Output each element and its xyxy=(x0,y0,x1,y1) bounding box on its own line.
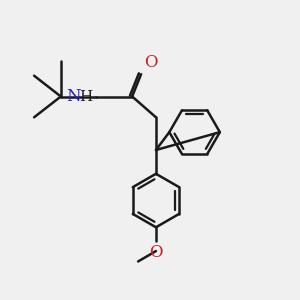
Text: N: N xyxy=(66,88,81,105)
Text: H: H xyxy=(79,89,92,103)
Text: O: O xyxy=(144,54,158,71)
Text: O: O xyxy=(149,244,163,261)
